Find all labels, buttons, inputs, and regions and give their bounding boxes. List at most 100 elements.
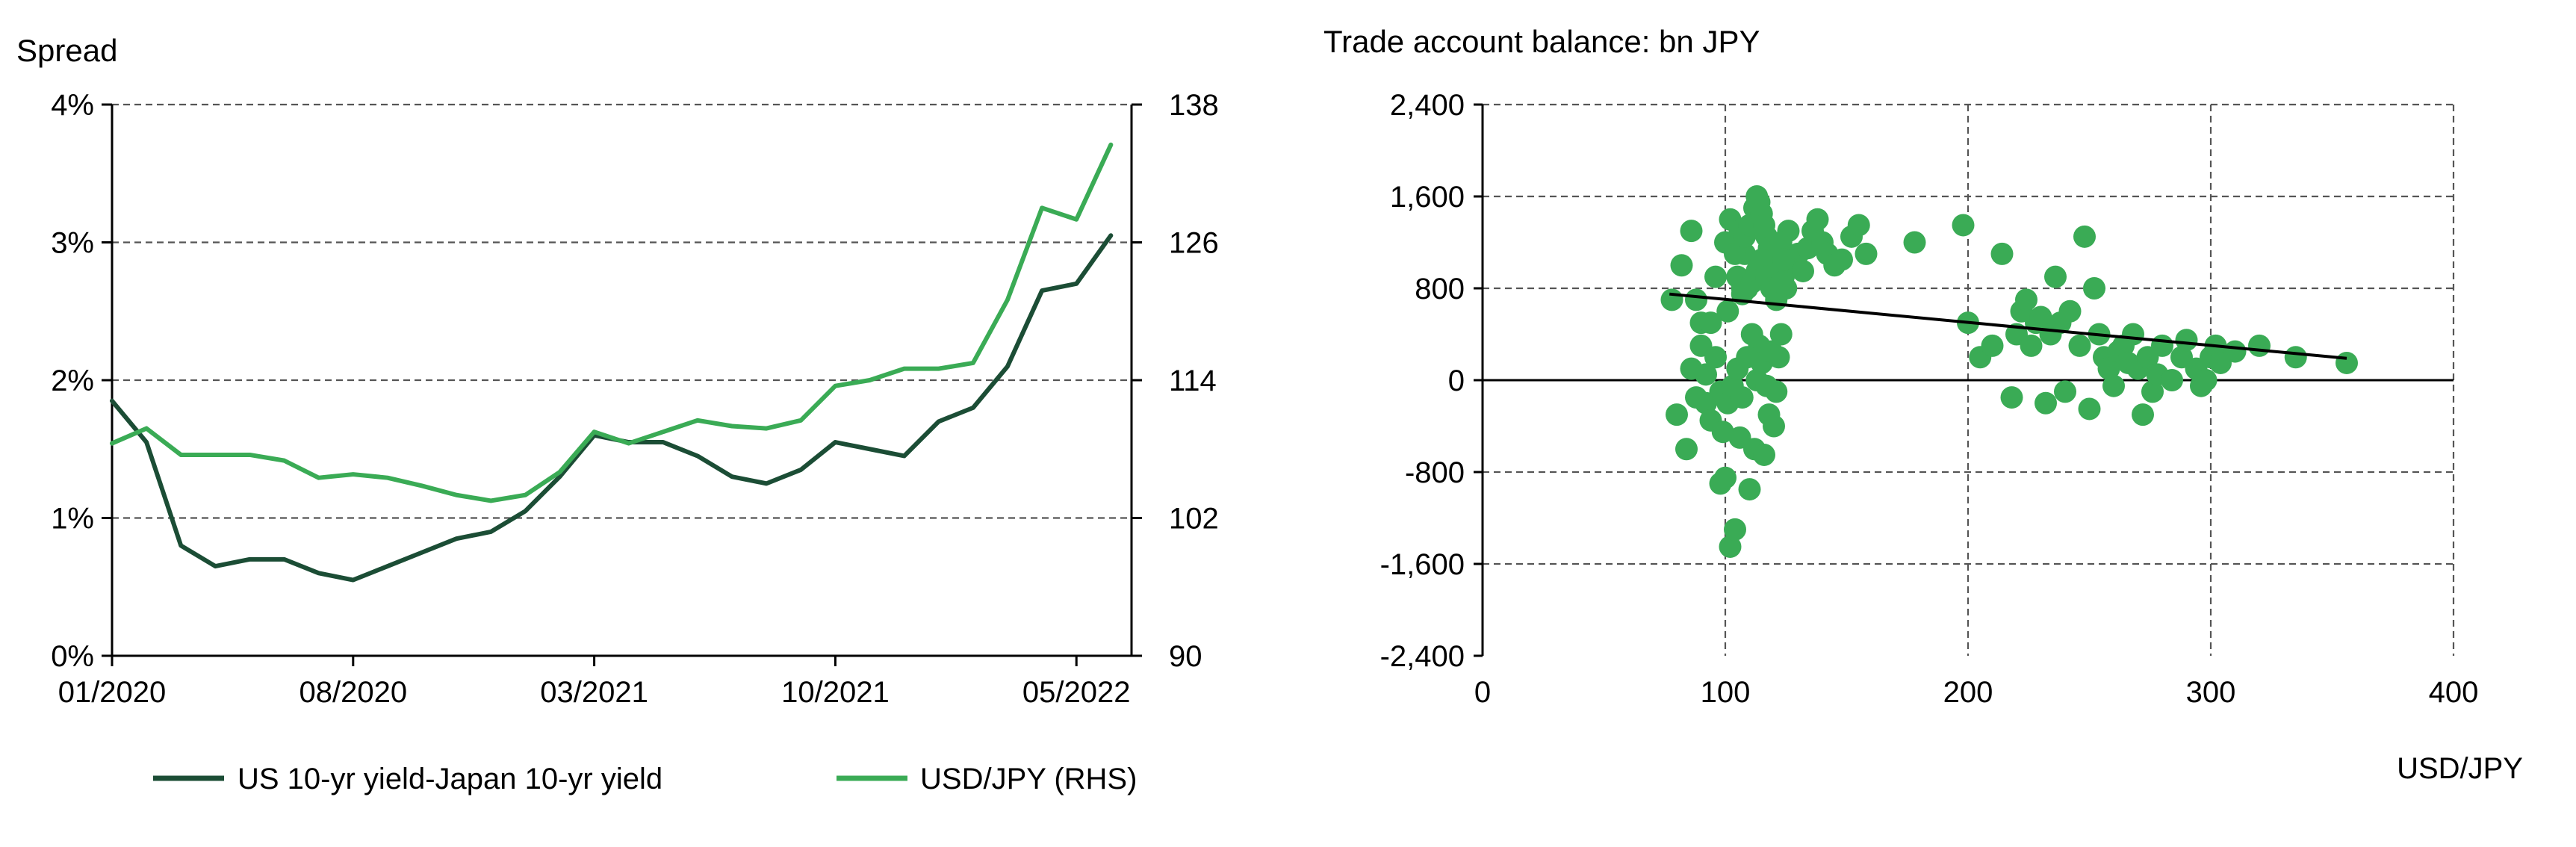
right-chart-x-tick-label: 200 bbox=[1943, 676, 1993, 709]
scatter-point bbox=[2020, 334, 2043, 357]
left-series-lines bbox=[110, 142, 1114, 583]
scatter-point bbox=[1763, 415, 1785, 438]
left-y-tick-label: 0% bbox=[51, 640, 94, 673]
right-chart-x-tick-label: 0 bbox=[1474, 676, 1491, 709]
scatter-point bbox=[1831, 248, 1853, 271]
scatter-point bbox=[1731, 386, 1754, 409]
right-scatter-points bbox=[1660, 185, 2358, 558]
scatter-point bbox=[2035, 391, 2057, 415]
right-chart-x-tick-label: 300 bbox=[2186, 676, 2236, 709]
scatter-point bbox=[1695, 363, 1717, 386]
left-tick-labels: 0% 1% 2% 3% 4% 90 102 114 126 138 01/2020 08/2020 03… bbox=[51, 89, 1219, 709]
right-chart-y-tick-label: 800 bbox=[1415, 273, 1465, 305]
scatter-point bbox=[1760, 340, 1783, 363]
right-chart-x-tick-label: 100 bbox=[1701, 676, 1751, 709]
scatter-point bbox=[1724, 518, 1746, 541]
trendline bbox=[1669, 292, 2347, 360]
left-y-tick-label: 4% bbox=[51, 89, 94, 122]
scatter-point bbox=[1981, 334, 2004, 357]
scatter-point bbox=[1685, 386, 1707, 409]
scatter-point bbox=[2015, 288, 2037, 311]
right-chart-y-tick-label: -2,400 bbox=[1380, 640, 1465, 673]
scatter-point bbox=[2097, 357, 2120, 380]
right-chart-y-tick-label: 0 bbox=[1448, 364, 1465, 397]
legend-label-spread: US 10-yr yield-Japan 10-yr yield bbox=[238, 763, 662, 795]
right-chart-y-tick-label: 1,600 bbox=[1390, 181, 1465, 214]
left-x-tick-label: 08/2020 bbox=[300, 676, 408, 709]
scatter-point bbox=[1660, 288, 1683, 311]
right-y-tick-label: 90 bbox=[1169, 640, 1202, 673]
scatter-point bbox=[1765, 380, 1788, 403]
left-y-tick-label: 2% bbox=[51, 364, 94, 397]
scatter-point bbox=[2078, 397, 2101, 421]
spread-usdjpy-line-chart: Spread 0% 1% 2% 3% 4% 90 102 114 126 138 01/2020 08… bbox=[16, 33, 1219, 795]
scatter-point bbox=[1704, 346, 1727, 369]
left-x-tick-label: 05/2022 bbox=[1022, 676, 1131, 709]
scatter-point bbox=[1724, 242, 1746, 265]
scatter-point bbox=[1670, 254, 1693, 277]
scatter-point bbox=[2284, 346, 2307, 369]
right-chart-x-tick-label: 400 bbox=[2429, 676, 2479, 709]
scatter-point bbox=[2141, 380, 2164, 403]
scatter-point bbox=[1666, 403, 1688, 426]
scatter-point bbox=[2058, 300, 2082, 323]
scatter-point bbox=[2068, 334, 2091, 357]
series-line-usdjpy bbox=[110, 142, 1114, 503]
scatter-point bbox=[1750, 248, 1773, 271]
scatter-point bbox=[1738, 478, 1761, 501]
scatter-point bbox=[1685, 288, 1707, 311]
left-gridlines bbox=[112, 103, 1132, 519]
scatter-point bbox=[1675, 438, 1698, 461]
scatter-point bbox=[1855, 242, 1878, 265]
scatter-point bbox=[1680, 220, 1703, 243]
right-trendline bbox=[1669, 292, 2347, 360]
right-x-axis-label: USD/JPY bbox=[2397, 752, 2523, 785]
scatter-point bbox=[1769, 323, 1793, 346]
scatter-point bbox=[1740, 323, 1763, 346]
scatter-point bbox=[1847, 214, 1870, 237]
left-axes bbox=[102, 103, 1142, 666]
scatter-point bbox=[1716, 300, 1739, 323]
right-chart-y-tick-label: -800 bbox=[1405, 456, 1465, 489]
scatter-point bbox=[1704, 265, 1727, 288]
right-y-tick-label: 138 bbox=[1169, 89, 1219, 122]
scatter-point bbox=[2073, 225, 2096, 248]
scatter-point bbox=[2029, 305, 2052, 329]
scatter-point bbox=[2122, 323, 2144, 346]
scatter-point bbox=[1711, 421, 1734, 444]
scatter-point bbox=[2083, 277, 2105, 300]
left-x-tick-label: 01/2020 bbox=[58, 676, 167, 709]
scatter-point bbox=[2194, 369, 2217, 391]
scatter-point bbox=[1769, 271, 1793, 294]
trade-balance-scatter-chart: Trade account balance: bn JPY 2,400 1,600… bbox=[1323, 24, 2523, 785]
right-chart-y-tick-label: 2,400 bbox=[1390, 89, 1465, 122]
scatter-point bbox=[2161, 369, 2183, 391]
right-chart-title: Trade account balance: bn JPY bbox=[1323, 24, 1760, 59]
scatter-point bbox=[1772, 248, 1795, 271]
scatter-point bbox=[2223, 340, 2247, 363]
left-y-axis-title: Spread bbox=[16, 33, 117, 68]
scatter-point bbox=[1719, 535, 1742, 558]
scatter-point bbox=[2151, 334, 2173, 357]
left-y-tick-label: 3% bbox=[51, 227, 94, 260]
legend-label-usdjpy: USD/JPY (RHS) bbox=[920, 763, 1137, 795]
right-tick-labels: 2,400 1,600 800 0 -800 -1,600 -2,400 0 100 200 300… bbox=[1380, 89, 2479, 709]
scatter-point bbox=[2000, 386, 2023, 409]
right-chart-y-tick-label: -1,600 bbox=[1380, 548, 1465, 581]
left-legend: US 10-yr yield-Japan 10-yr yield USD/JPY… bbox=[153, 763, 1137, 795]
scatter-point bbox=[1990, 242, 2014, 265]
scatter-point bbox=[1714, 466, 1737, 489]
scatter-point bbox=[2175, 329, 2198, 352]
scatter-point bbox=[1753, 443, 1775, 466]
right-y-tick-label: 126 bbox=[1169, 227, 1219, 260]
scatter-point bbox=[2248, 334, 2271, 357]
scatter-point bbox=[2044, 265, 2067, 288]
scatter-point bbox=[1699, 311, 1722, 335]
left-y-tick-label: 1% bbox=[51, 503, 94, 536]
right-y-tick-label: 114 bbox=[1169, 364, 1217, 397]
scatter-point bbox=[1792, 259, 1814, 282]
scatter-point bbox=[1806, 208, 1829, 231]
right-y-tick-label: 102 bbox=[1169, 503, 1219, 536]
scatter-point bbox=[2102, 374, 2125, 397]
